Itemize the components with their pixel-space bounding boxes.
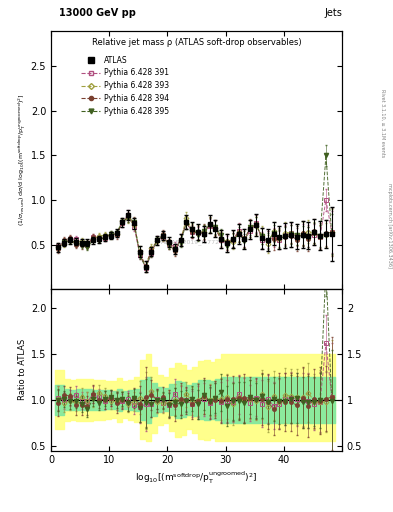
Text: Jets: Jets [324,8,342,18]
Legend: ATLAS, Pythia 6.428 391, Pythia 6.428 393, Pythia 6.428 394, Pythia 6.428 395: ATLAS, Pythia 6.428 391, Pythia 6.428 39… [78,53,172,119]
Text: mcplots.cern.ch [arXiv:1306.3436]: mcplots.cern.ch [arXiv:1306.3436] [387,183,391,268]
Y-axis label: $(1/\sigma_\mathrm{resum})$ d$\sigma$/d log$_{10}$[(m$^\mathrm{soft drop}$/p$_\m: $(1/\sigma_\mathrm{resum})$ d$\sigma$/d … [17,94,28,226]
Text: Relative jet mass ρ (ATLAS soft-drop observables): Relative jet mass ρ (ATLAS soft-drop obs… [92,38,301,48]
X-axis label: log$_{10}$[(m$^\mathrm{soft drop}$/p$_\mathrm{T}^\mathrm{ungroomed})^2$]: log$_{10}$[(m$^\mathrm{soft drop}$/p$_\m… [135,470,258,486]
Text: Rivet 3.1.10, ≥ 3.1M events: Rivet 3.1.10, ≥ 3.1M events [381,89,386,157]
Text: 13000 GeV pp: 13000 GeV pp [59,8,136,18]
Y-axis label: Ratio to ATLAS: Ratio to ATLAS [18,339,27,400]
Text: ATLAS_2019_I1772062: ATLAS_2019_I1772062 [161,240,232,245]
